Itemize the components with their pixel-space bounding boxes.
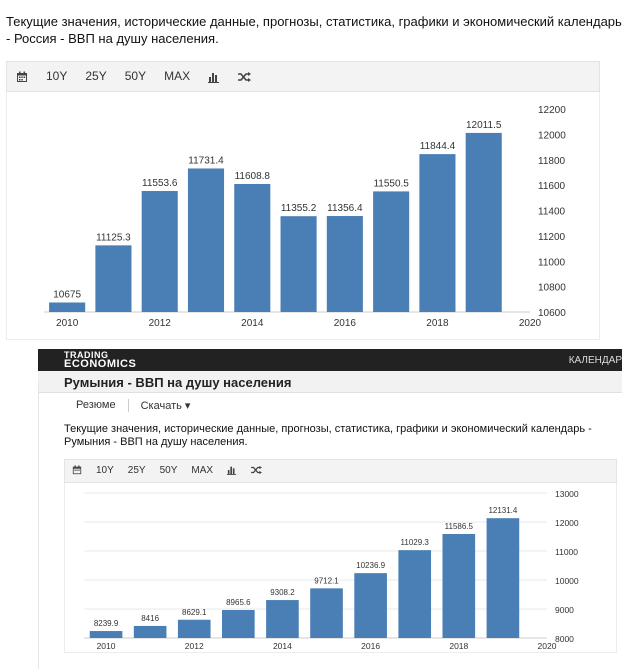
y-tick-label: 12000: [538, 130, 566, 141]
bar[interactable]: [465, 132, 502, 312]
range-max-button[interactable]: MAX: [191, 465, 214, 476]
data-label: 11356.4: [327, 203, 363, 214]
y-tick-label: 8000: [555, 634, 574, 644]
data-label: 9308.2: [270, 588, 295, 597]
y-tick-label: 11800: [538, 156, 566, 167]
bar[interactable]: [280, 216, 317, 312]
y-tick-label: 10800: [538, 283, 566, 294]
bar[interactable]: [398, 550, 432, 638]
x-tick-label: 2014: [273, 641, 292, 651]
bar[interactable]: [373, 191, 410, 312]
data-label: 8239.9: [94, 619, 119, 628]
bar[interactable]: [187, 168, 225, 312]
bar[interactable]: [222, 609, 255, 638]
data-label: 11355.2: [281, 203, 317, 214]
site-logo[interactable]: TRADING ECONOMICS: [64, 350, 137, 370]
x-tick-label: 2010: [56, 318, 79, 329]
y-tick-label: 12000: [555, 518, 579, 528]
x-tick-label: 2020: [519, 318, 542, 329]
y-tick-label: 11400: [538, 207, 566, 218]
y-tick-label: 12200: [538, 105, 566, 116]
chart-toolbar: 10Y 25Y 50Y MAX: [6, 61, 600, 92]
y-tick-label: 13000: [555, 489, 579, 499]
bar[interactable]: [442, 533, 476, 638]
bar[interactable]: [326, 216, 363, 312]
calendar-icon[interactable]: [7, 62, 37, 91]
page-description: Текущие значения, исторические данные, п…: [6, 14, 622, 46]
data-label: 8629.1: [182, 608, 207, 617]
bar[interactable]: [141, 191, 178, 312]
tab-summary[interactable]: Резюме: [76, 399, 116, 411]
data-label: 8416: [141, 614, 159, 623]
bar[interactable]: [310, 588, 343, 638]
bar-chart-icon[interactable]: [199, 62, 229, 91]
bar[interactable]: [177, 619, 211, 638]
x-tick-label: 2014: [241, 318, 264, 329]
data-label: 11553.6: [142, 178, 178, 189]
site-header: TRADING ECONOMICS КАЛЕНДАР: [38, 349, 622, 371]
data-label: 12131.4: [488, 506, 517, 515]
bar[interactable]: [95, 245, 132, 312]
data-label: 10236.9: [356, 561, 385, 570]
range-50y-button[interactable]: 50Y: [159, 465, 178, 476]
range-25y-button[interactable]: 25Y: [127, 465, 146, 476]
data-label: 11029.3: [401, 538, 430, 547]
range-25y-button[interactable]: 25Y: [85, 69, 107, 83]
calendar-icon[interactable]: [65, 460, 89, 482]
romania-gdp-chart: 8239.9 8416 8629.1 8965.6 9308.2 9712.1 10236.…: [84, 489, 579, 651]
x-tick-label: 2012: [185, 641, 204, 651]
divider: [38, 381, 39, 669]
x-tick-label: 2018: [449, 641, 468, 651]
data-label: 11586.5: [445, 522, 474, 531]
bar-chart-icon[interactable]: [220, 460, 244, 482]
data-label: 11550.5: [373, 178, 409, 189]
x-tick-label: 2020: [538, 641, 557, 651]
romania-chart-panel: 8239.9 8416 8629.1 8965.6 9308.2 9712.1 10236.…: [64, 483, 617, 653]
range-10y-button[interactable]: 10Y: [46, 69, 68, 83]
tab-download[interactable]: Скачать ▾: [127, 398, 203, 412]
shuffle-icon[interactable]: [229, 62, 260, 91]
y-tick-label: 11600: [538, 181, 566, 192]
x-tick-label: 2016: [334, 318, 357, 329]
y-tick-label: 11000: [538, 257, 566, 268]
y-tick-label: 11000: [555, 547, 578, 557]
bar[interactable]: [234, 184, 271, 312]
data-label: 10675: [53, 289, 81, 300]
russia-chart-panel: 10675 11125.3 11553.6 11731.4 11608.8 11355.2…: [6, 92, 600, 340]
x-tick-label: 2010: [97, 641, 116, 651]
range-max-button[interactable]: MAX: [164, 69, 191, 83]
page-title-bar: Румыния - ВВП на душу населения: [38, 371, 622, 393]
y-tick-label: 11200: [538, 232, 566, 243]
page-title: Румыния - ВВП на душу населения: [64, 375, 292, 390]
bar[interactable]: [49, 302, 86, 312]
bar[interactable]: [486, 518, 520, 638]
russia-gdp-chart: 10675 11125.3 11553.6 11731.4 11608.8 11355.2…: [44, 105, 566, 329]
data-label: 11844.4: [420, 141, 456, 152]
bar[interactable]: [354, 573, 387, 638]
range-50y-button[interactable]: 50Y: [124, 69, 147, 83]
range-10y-button[interactable]: 10Y: [96, 465, 114, 476]
data-label: 11608.8: [235, 171, 271, 182]
bar[interactable]: [266, 600, 299, 638]
x-tick-label: 2012: [149, 318, 172, 329]
data-label: 12011.5: [466, 120, 502, 131]
shuffle-icon[interactable]: [244, 460, 269, 482]
bar[interactable]: [89, 631, 123, 638]
bar[interactable]: [419, 154, 456, 312]
x-tick-label: 2016: [361, 641, 380, 651]
data-label: 9712.1: [314, 576, 339, 585]
chart-toolbar: 10Y 25Y 50Y MAX: [64, 459, 617, 483]
bar[interactable]: [133, 625, 167, 638]
page-tabs: Резюме Скачать ▾: [64, 395, 202, 415]
y-tick-label: 9000: [555, 605, 574, 615]
data-label: 8965.6: [226, 598, 251, 607]
y-tick-label: 10000: [555, 576, 579, 586]
data-label: 11731.4: [188, 155, 224, 166]
data-label: 11125.3: [96, 232, 131, 243]
nav-calendar-link[interactable]: КАЛЕНДАР: [568, 354, 622, 366]
y-tick-label: 10600: [538, 308, 566, 319]
x-tick-label: 2018: [426, 318, 449, 329]
page-description: Текущие значения, исторические данные, п…: [64, 423, 592, 448]
